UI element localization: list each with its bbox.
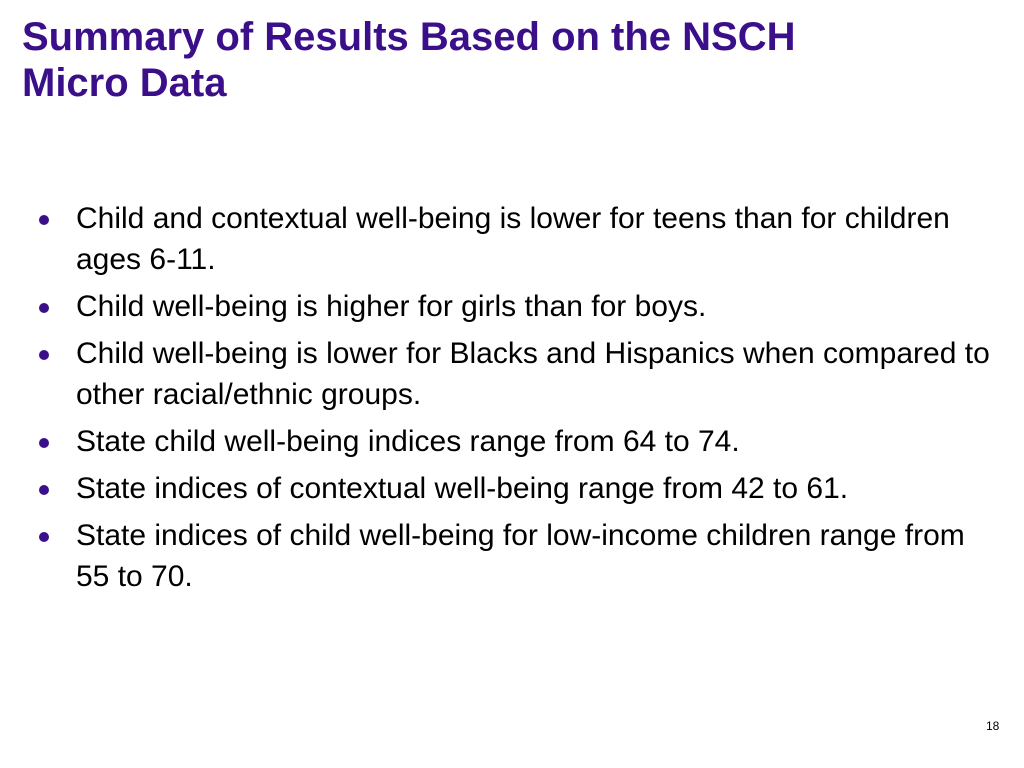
- bullet-item: State indices of contextual well-being r…: [0, 468, 996, 509]
- bullet-item: State indices of child well-being for lo…: [0, 515, 996, 597]
- bullet-item: Child and contextual well-being is lower…: [0, 198, 996, 280]
- page-number: 18: [986, 719, 1000, 733]
- bullet-item: Child well-being is lower for Blacks and…: [0, 333, 996, 415]
- slide-title: Summary of Results Based on the NSCH Mic…: [22, 15, 796, 105]
- bullet-list: Child and contextual well-being is lower…: [0, 198, 1000, 603]
- bullet-item: State child well-being indices range fro…: [0, 421, 996, 462]
- bullet-item: Child well-being is higher for girls tha…: [0, 286, 996, 327]
